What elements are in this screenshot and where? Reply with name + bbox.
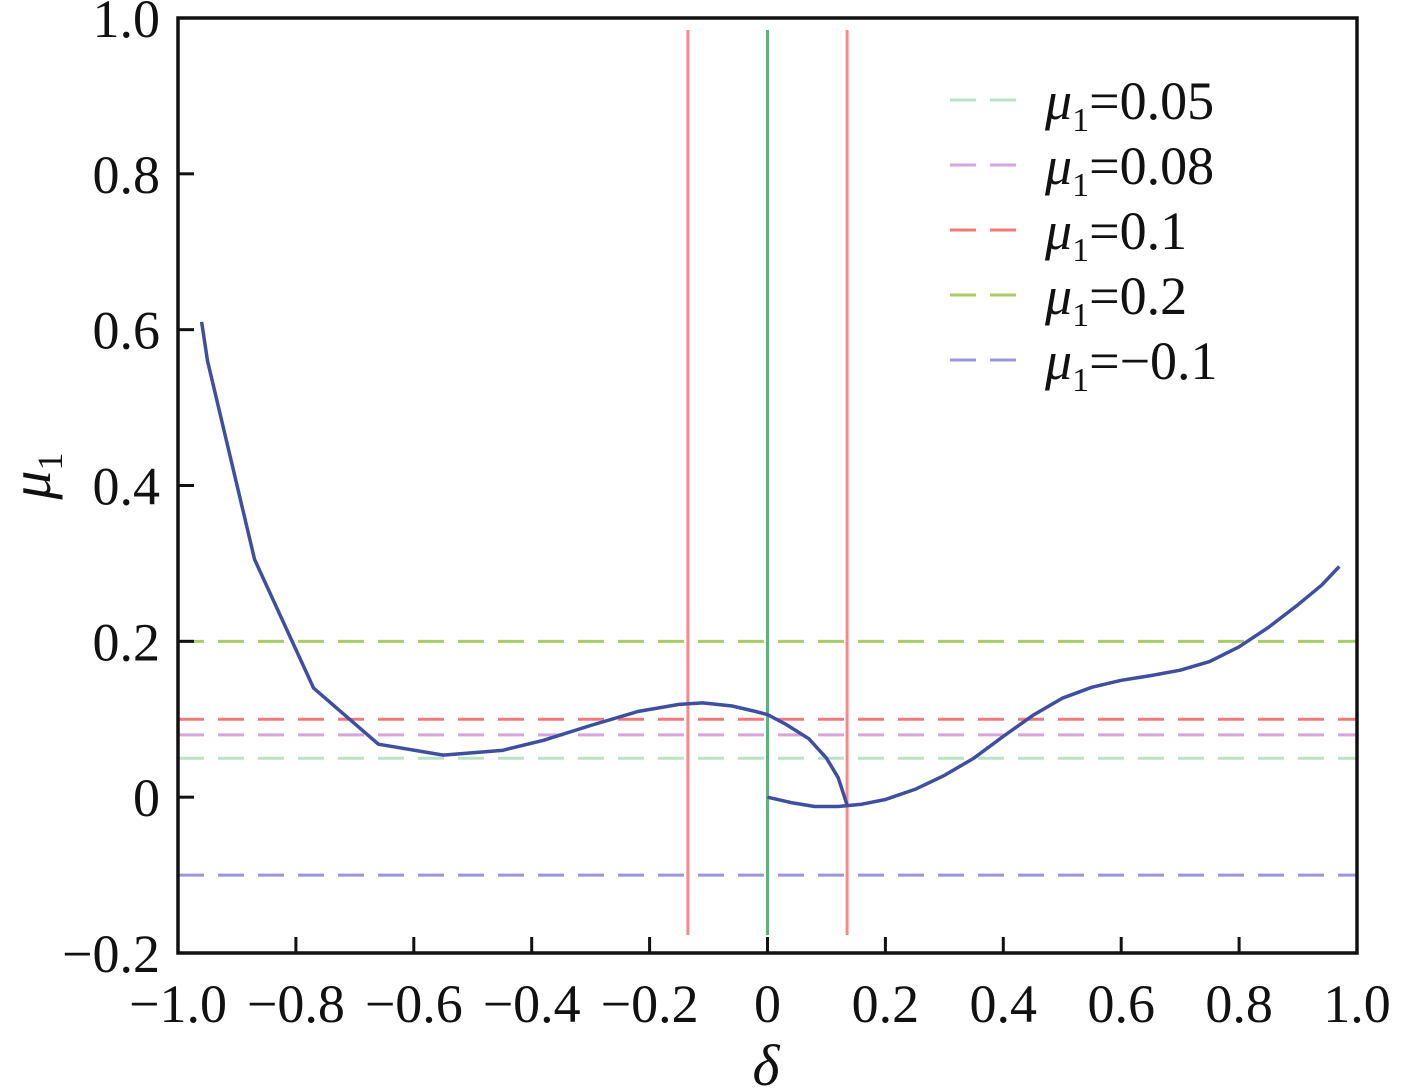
y-tick-label: 0 [133,768,160,828]
legend-label: μ1=0.1 [1044,201,1187,269]
x-tick-label: 0 [754,974,781,1034]
y-tick-label: 0.4 [93,457,161,517]
legend-value: =0.1 [1089,201,1187,261]
legend-label: μ1=−0.1 [1044,331,1218,399]
x-tick-label: 0.4 [970,974,1038,1034]
x-tick-label: −0.4 [483,974,581,1034]
x-tick-label: −1.0 [129,974,227,1034]
legend-subscript: 1 [1072,167,1089,204]
mu1-curve-segment-1 [767,565,1341,809]
x-tick-label: −0.2 [601,974,699,1034]
y-axis-ticks: −0.2 0 0.2 0.4 0.6 0.8 1.0 [62,0,194,984]
legend-subscript: 1 [1072,362,1089,399]
legend-subscript: 1 [1072,102,1089,139]
legend-symbol: μ [1044,266,1072,326]
legend-symbol: μ [1044,71,1072,131]
mu1-curve-segment-0 [199,321,849,806]
legend-label: μ1=0.2 [1044,266,1187,334]
legend-symbol: μ [1044,331,1072,391]
legend-subscript: 1 [1072,297,1089,334]
legend-symbol: μ [1044,136,1072,196]
x-axis-ticks: −1.0 −0.8 −0.6 −0.4 −0.2 0 0.2 0.4 0.6 0.8 1.0 [129,937,1391,1034]
legend-label: μ1=0.08 [1044,136,1214,204]
x-tick-label: 0.6 [1087,974,1155,1034]
y-axis-label: μ [0,470,63,500]
y-tick-label: −0.2 [62,924,160,984]
x-tick-label: 0.2 [852,974,920,1034]
y-axis-label-subscript: 1 [30,452,70,470]
legend-value: =0.05 [1089,71,1214,131]
y-axis-title: μ1 [0,452,70,500]
legend-value: =0.08 [1089,136,1214,196]
x-tick-label: −0.8 [247,974,345,1034]
legend-subscript: 1 [1072,232,1089,269]
x-tick-label: −0.6 [365,974,463,1034]
svg-text:μ1: μ1 [0,452,70,500]
x-tick-label: 0.8 [1205,974,1273,1034]
plot-elements [178,30,1357,935]
y-tick-label: 0.2 [93,612,161,672]
legend-symbol: μ [1044,201,1072,261]
y-tick-label: 0.8 [93,145,161,205]
legend-value: =0.2 [1089,266,1187,326]
y-tick-label: 1.0 [93,0,161,49]
y-tick-label: 0.6 [93,301,161,361]
x-tick-label: 1.0 [1323,974,1391,1034]
legend-label: μ1=0.05 [1044,71,1214,139]
x-axis-label: δ [753,1033,781,1091]
legend-value: =−0.1 [1089,331,1217,391]
